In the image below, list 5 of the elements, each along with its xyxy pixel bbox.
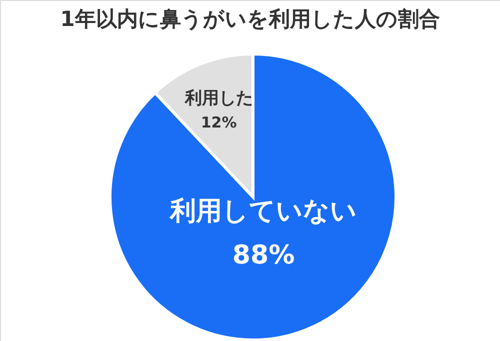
data-label: 88% — [232, 240, 295, 271]
data-label: 12% — [200, 114, 237, 132]
slice-label: 利用した — [184, 88, 253, 109]
chart-title: 1年以内に鼻うがいを利用した人の割合 — [60, 7, 440, 31]
slice-label: 利用していない — [169, 196, 358, 227]
